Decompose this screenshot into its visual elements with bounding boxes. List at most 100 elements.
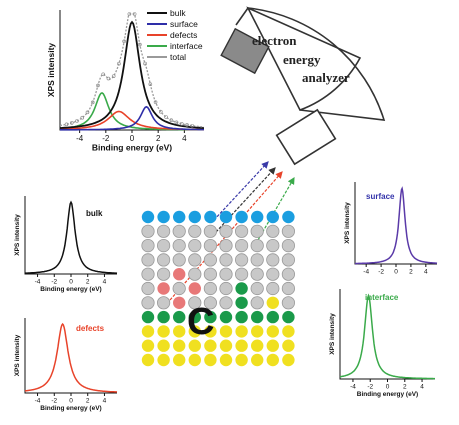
atom-substrate (266, 296, 279, 309)
atom-interface (204, 310, 217, 324)
atom-interface (157, 310, 170, 324)
plot-axes (339, 289, 435, 380)
atom-bulk (281, 281, 295, 296)
x-tick-label: 2 (86, 398, 90, 405)
atom-bulk (141, 239, 155, 253)
data-point-total (143, 61, 147, 66)
atom-bulk (266, 239, 280, 253)
x-tick-label: 4 (420, 384, 424, 391)
plot-axes (24, 318, 117, 394)
atom-substrate (188, 325, 201, 338)
atom-bulk (157, 253, 171, 267)
x-tick-label: 0 (69, 398, 73, 405)
data-point-total (69, 121, 74, 125)
data-point-total (169, 118, 174, 123)
x-tick-label: 2 (409, 269, 413, 276)
data-point-total (122, 39, 126, 44)
legend-label-defects: defects (170, 30, 197, 40)
atom-substrate (188, 339, 201, 352)
x-tick-label: -2 (367, 384, 373, 391)
atom-bulk (188, 296, 202, 310)
atom-bulk (235, 253, 249, 267)
plot-main-spectrum: -4 -2 0 2 4 Binding energy (eV) XPS intensity b… (46, 8, 205, 153)
atom-substrate (219, 353, 233, 367)
curve-bulk (24, 200, 118, 274)
atom-interface (219, 310, 233, 324)
atom-substrate (251, 325, 264, 338)
data-point-total (80, 115, 85, 120)
y-axis-label: XPS intensity (344, 202, 351, 244)
atom-bulk (281, 253, 295, 267)
atom-lattice (141, 210, 295, 367)
atom-defect (173, 296, 186, 309)
analyzer-hemisphere (246, 6, 362, 111)
atom-surface (173, 210, 186, 224)
atom-bulk (141, 224, 155, 238)
data-point-total (127, 12, 132, 16)
atom-bulk (188, 267, 202, 281)
atom-substrate (235, 353, 248, 367)
atom-interface (266, 310, 279, 324)
x-tick-label: 4 (182, 134, 187, 143)
atom-substrate (266, 325, 279, 338)
atom-surface (235, 210, 248, 224)
atom-surface (251, 210, 264, 224)
atom-bulk (219, 281, 233, 296)
x-tick-label: 0 (69, 279, 73, 286)
atom-bulk (157, 296, 171, 310)
data-point-total (174, 120, 179, 125)
atom-substrate (157, 325, 170, 338)
data-point-total (85, 110, 90, 115)
atom-bulk (250, 253, 264, 267)
curve-total (59, 13, 205, 128)
plot-title: bulk (86, 209, 103, 218)
curve-bulk (60, 20, 204, 129)
atom-substrate (173, 353, 186, 367)
atom-bulk (203, 281, 217, 296)
legend-label-total: total (170, 52, 186, 62)
atom-bulk (219, 253, 233, 267)
atom-bulk (281, 267, 295, 281)
atom-bulk (141, 281, 155, 296)
x-tick-label: 2 (156, 134, 161, 143)
data-point-total (190, 123, 195, 128)
atom-bulk (235, 224, 249, 238)
atom-defect (157, 282, 170, 295)
atom-substrate (219, 339, 233, 352)
atom-substrate (204, 339, 217, 352)
atom-surface (219, 210, 233, 224)
atom-interface (141, 310, 155, 324)
atom-bulk (188, 224, 202, 238)
atom-substrate (266, 339, 279, 352)
data-point-total (101, 72, 105, 77)
atom-substrate (141, 325, 155, 338)
atom-bulk (219, 239, 233, 253)
atom-bulk (172, 281, 186, 296)
data-point-total (138, 42, 142, 47)
atom-interface (188, 310, 201, 324)
atom-bulk (203, 253, 217, 267)
curve-surface (60, 105, 204, 131)
x-tick-label: 2 (86, 279, 90, 286)
atom-substrate (141, 353, 155, 367)
x-tick-label: -4 (363, 269, 369, 276)
analyzer-label-line1: electron (252, 33, 297, 48)
atom-surface (204, 210, 217, 224)
x-axis-label: Binding energy (eV) (92, 143, 172, 153)
atom-bulk (172, 253, 186, 267)
atom-substrate (235, 339, 248, 352)
atom-bulk (203, 267, 217, 281)
plot-surface-spectrum: -4 -2 0 2 4 XPS intensity surface (344, 182, 438, 276)
atom-substrate (251, 353, 264, 367)
x-tick-label: 4 (103, 398, 107, 405)
curve-surface (355, 186, 438, 265)
atom-bulk (141, 267, 155, 281)
atom-interface (235, 282, 248, 295)
x-tick-label: -2 (378, 269, 384, 276)
x-tick-label: 0 (386, 384, 390, 391)
atom-defect (188, 282, 201, 295)
atom-bulk (266, 281, 280, 296)
